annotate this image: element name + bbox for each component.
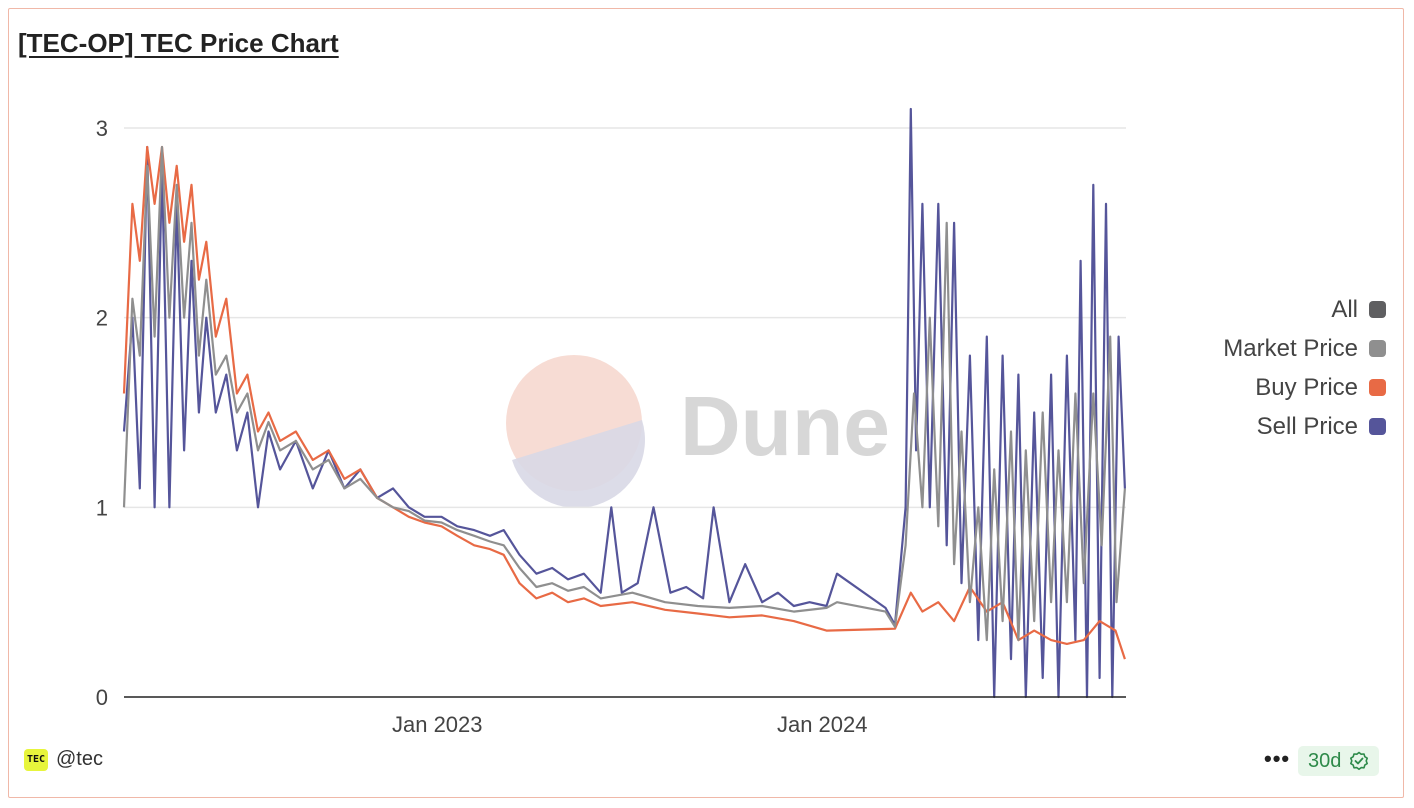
author-handle[interactable]: @tec (56, 748, 103, 770)
refresh-interval: 30d (1308, 749, 1342, 772)
watermark-text: Dune (680, 379, 890, 473)
legend-item-market-price[interactable]: Market Price (1223, 329, 1386, 368)
y-tick-label: 3 (96, 116, 108, 141)
footer-author: TEC @tec (24, 748, 103, 771)
legend-label: All (1331, 295, 1358, 323)
legend-swatch (1369, 418, 1386, 435)
legend-label: Market Price (1223, 334, 1358, 362)
legend-swatch (1369, 340, 1386, 357)
more-options-button[interactable]: ••• (1264, 746, 1291, 771)
y-tick-label: 1 (96, 495, 108, 520)
x-tick-label: Jan 2024 (777, 712, 868, 737)
series-line-buy-price[interactable] (122, 145, 1126, 660)
refresh-badge[interactable]: 30d (1298, 746, 1380, 776)
x-tick-label: Jan 2023 (392, 712, 483, 737)
y-axis: 0 1 2 3 (96, 116, 108, 710)
legend-item-all[interactable]: All (1223, 290, 1386, 329)
chart-title[interactable]: [TEC-OP] TEC Price Chart (18, 28, 339, 58)
verified-check-icon (1350, 751, 1369, 771)
y-tick-label: 2 (96, 306, 108, 331)
chart-legend: All Market Price Buy Price Sell Price (1223, 290, 1386, 446)
watermark-circle-shade (512, 420, 645, 508)
x-axis: Jan 2023 Jan 2024 (392, 712, 868, 737)
series-line-market-price[interactable] (122, 145, 1126, 642)
chart-card (8, 8, 1404, 798)
dune-watermark: Dune (506, 355, 890, 508)
legend-swatch (1369, 379, 1386, 396)
legend-label: Sell Price (1256, 412, 1358, 440)
legend-label: Buy Price (1255, 373, 1358, 401)
y-tick-label: 0 (96, 685, 108, 710)
legend-item-buy-price[interactable]: Buy Price (1223, 368, 1386, 407)
legend-swatch (1369, 301, 1386, 318)
avatar[interactable]: TEC (24, 748, 48, 771)
legend-item-sell-price[interactable]: Sell Price (1223, 407, 1386, 446)
chart-series (122, 107, 1126, 699)
